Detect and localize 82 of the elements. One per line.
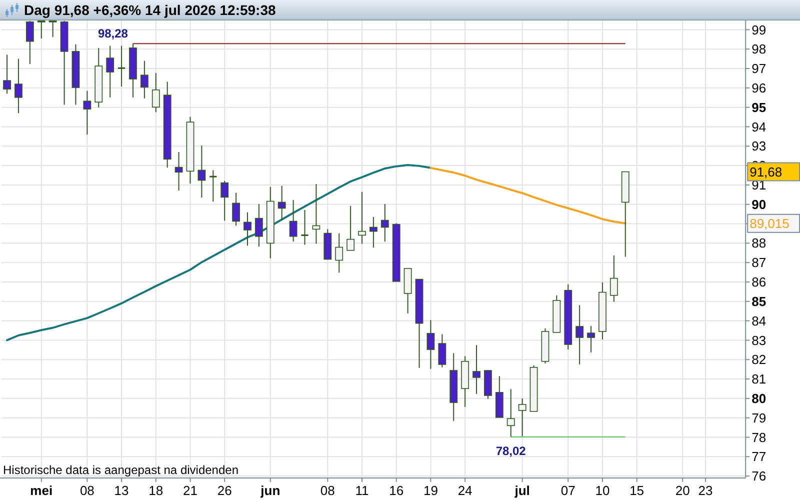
candlestick (208, 170, 218, 202)
ref-line-label: 98,28 (98, 26, 128, 41)
y-tick-label: 95 (752, 100, 766, 115)
candlestick (3, 54, 11, 94)
x-tick-label: 10 (595, 483, 610, 498)
candlestick (48, 20, 57, 38)
x-tick-label: 13 (114, 483, 129, 498)
x-tick-label: 20 (675, 483, 690, 498)
y-tick-label: 85 (752, 294, 766, 309)
y-tick-label: 83 (752, 332, 766, 348)
x-tick-label: 24 (458, 483, 472, 498)
text: 89,015 (750, 216, 790, 231)
y-tick-label: 78 (752, 430, 766, 445)
candlestick (472, 344, 480, 394)
candlestick (106, 45, 114, 98)
candlestick (254, 203, 263, 248)
y-tick-label: 84 (752, 313, 766, 328)
text: 91,68 (750, 164, 782, 180)
candlestick (83, 90, 92, 135)
line-series (430, 166, 626, 224)
candlestick (140, 60, 148, 99)
x-tick-label: 26 (217, 483, 232, 498)
candlestick (358, 191, 366, 244)
y-tick-label: 81 (752, 372, 766, 387)
candlestick (380, 203, 389, 242)
x-tick-label: 19 (423, 483, 438, 498)
candlestick (346, 205, 354, 251)
candlestick (232, 192, 240, 226)
x-tick-label: 16 (389, 483, 404, 498)
candlestick (220, 180, 229, 222)
candlestick (14, 58, 22, 114)
candlestick (335, 232, 344, 274)
candlestick (278, 185, 286, 221)
line-series (6, 164, 432, 342)
y-tick-label: 88 (752, 236, 766, 251)
y-tick-label: 90 (752, 196, 766, 212)
candlestick (312, 183, 320, 244)
y-tick-label: 91 (752, 178, 766, 193)
x-tick-label: 08 (320, 483, 335, 498)
y-tick-label: 79 (752, 410, 766, 426)
candlestick (152, 72, 160, 113)
y-tick-label: 96 (752, 80, 766, 96)
x-tick-label: 08 (80, 483, 94, 498)
y-tick-label: 94 (752, 119, 766, 134)
x-tick-label: 23 (698, 483, 713, 498)
y-tick-label: 87 (752, 255, 766, 270)
y-tick-label: 97 (752, 61, 766, 76)
x-tick-label: mei (30, 483, 53, 498)
candlestick (37, 20, 46, 39)
candlestick (198, 145, 206, 198)
x-tick-label: 07 (560, 483, 576, 498)
candlestick (426, 320, 435, 370)
candlestick (244, 212, 252, 246)
annotation: Historische data is aangepast na dividenden (3, 463, 238, 477)
candlestick (370, 216, 378, 248)
y-tick-label: 98 (752, 42, 766, 57)
y-tick-label: 77 (752, 449, 766, 464)
y-tick-label: 86 (752, 274, 766, 290)
y-tick-label: 82 (752, 352, 766, 368)
x-tick-label: jul (514, 483, 530, 498)
candlestick (174, 151, 183, 192)
candlestick (438, 334, 446, 368)
candlestick (289, 199, 298, 242)
candlestick (117, 45, 126, 88)
x-tick-label: 18 (148, 483, 164, 498)
chart-title: Dag 91,68 +6,36% 14 jul 2026 12:59:38 (24, 2, 276, 18)
candlestick (610, 254, 618, 302)
y-tick-label: 80 (752, 390, 766, 406)
y-tick-label: 93 (752, 138, 766, 154)
candlestick (300, 209, 310, 246)
x-tick-label: 21 (183, 483, 198, 498)
y-tick-label: 76 (752, 468, 766, 484)
candlestick (518, 398, 526, 437)
candlestick (26, 20, 34, 65)
x-tick-label: jun (260, 483, 280, 498)
x-tick-label: 15 (630, 483, 644, 498)
y-tick-label: 99 (752, 22, 766, 38)
candlestick (506, 388, 515, 438)
candlestick (587, 326, 595, 353)
ref-line-label: 78,02 (496, 444, 526, 458)
x-tick-label: 11 (355, 483, 369, 498)
candlestick (576, 304, 584, 365)
